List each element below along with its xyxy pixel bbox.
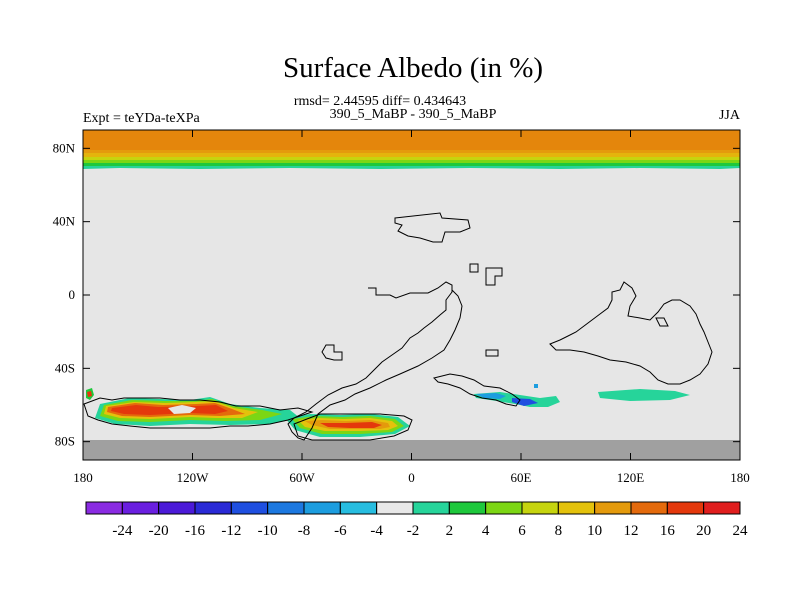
colorbar-box-14	[594, 501, 632, 515]
colorbar-label-1: -20	[149, 523, 169, 539]
map-plot-area	[83, 130, 740, 460]
map-title: Surface Albedo (in %)	[282, 52, 544, 84]
colorbar-box-16	[666, 501, 705, 515]
latitude-axis: 80N 40N 0 40S 80S	[53, 140, 740, 449]
lat-tick-label-2: 0	[69, 287, 76, 302]
longitude-axis: 180 120W 60W 0 60E 120E 180	[73, 130, 750, 485]
case-label: 390_5_MaBP - 390_5_MaBP	[329, 107, 497, 122]
lat-tick-label-4: 80S	[55, 434, 75, 449]
lat-tick-label-0: 80N	[53, 140, 76, 155]
colorbar-label-5: -8	[298, 523, 311, 539]
expt-label: Expt = teYDa-teXPa	[83, 111, 200, 126]
colorbar-box-7	[339, 501, 378, 515]
colorbar-label-12: 8	[555, 523, 563, 539]
colorbar-label-15: 16	[660, 523, 676, 539]
lon-tick-label-4: 60E	[511, 470, 532, 485]
lon-tick-label-1: 120W	[177, 470, 210, 485]
colorbar-label-0: -24	[112, 523, 132, 539]
colorbar-box-11	[485, 501, 523, 515]
colorbar-box-0	[85, 501, 123, 515]
colorbar-box-17	[703, 501, 741, 515]
colorbar-box-4	[230, 501, 269, 515]
colorbar-label-8: -2	[407, 523, 420, 539]
colorbar-box-6	[303, 501, 341, 515]
colorbar-label-13: 10	[587, 523, 602, 539]
southern-anomalies	[86, 384, 690, 437]
colorbar-label-10: 4	[482, 523, 490, 539]
colorbar-box-12	[521, 501, 559, 515]
continent-outlines	[83, 212, 713, 441]
colorbar-label-11: 6	[518, 523, 526, 539]
colorbar-label-17: 24	[733, 523, 749, 539]
arctic-albedo-field	[83, 130, 740, 169]
lon-tick-label-0: 180	[73, 470, 93, 485]
colorbar-label-16: 20	[696, 523, 711, 539]
colorbar-box-10	[448, 501, 487, 515]
colorbar-label-3: -12	[221, 523, 241, 539]
colorbar-label-14: 12	[624, 523, 639, 539]
colorbar-box-1	[121, 501, 160, 515]
colorbar-label-6: -6	[334, 523, 347, 539]
colorbar-box-2	[158, 501, 196, 515]
colorbar-box-15	[630, 501, 668, 515]
lon-tick-label-5: 120E	[617, 470, 645, 485]
antarctic-missing-region	[83, 440, 740, 460]
colorbar: -24 -20 -16 -12 -10 -8 -6 -4 -2 2 4 6 8 10 12 16 20 24	[85, 501, 749, 539]
colorbar-label-4: -10	[258, 523, 278, 539]
lon-tick-label-3: 0	[408, 470, 415, 485]
stats-text: rmsd= 2.44595 diff= 0.434643	[293, 94, 467, 109]
colorbar-box-9	[412, 501, 450, 515]
colorbar-box-13	[557, 501, 596, 515]
lat-tick-label-1: 40N	[53, 214, 76, 229]
colorbar-box-5	[267, 501, 305, 515]
lon-tick-label-6: 180	[730, 470, 750, 485]
lat-tick-label-3: 40S	[55, 360, 75, 375]
colorbar-label-2: -16	[185, 523, 205, 539]
colorbar-label-9: 2	[446, 523, 454, 539]
colorbar-box-3	[194, 501, 232, 515]
season-label: JJA	[718, 108, 740, 123]
colorbar-label-7: -4	[370, 523, 383, 539]
colorbar-box-8	[376, 501, 414, 515]
lon-tick-label-2: 60W	[289, 470, 315, 485]
